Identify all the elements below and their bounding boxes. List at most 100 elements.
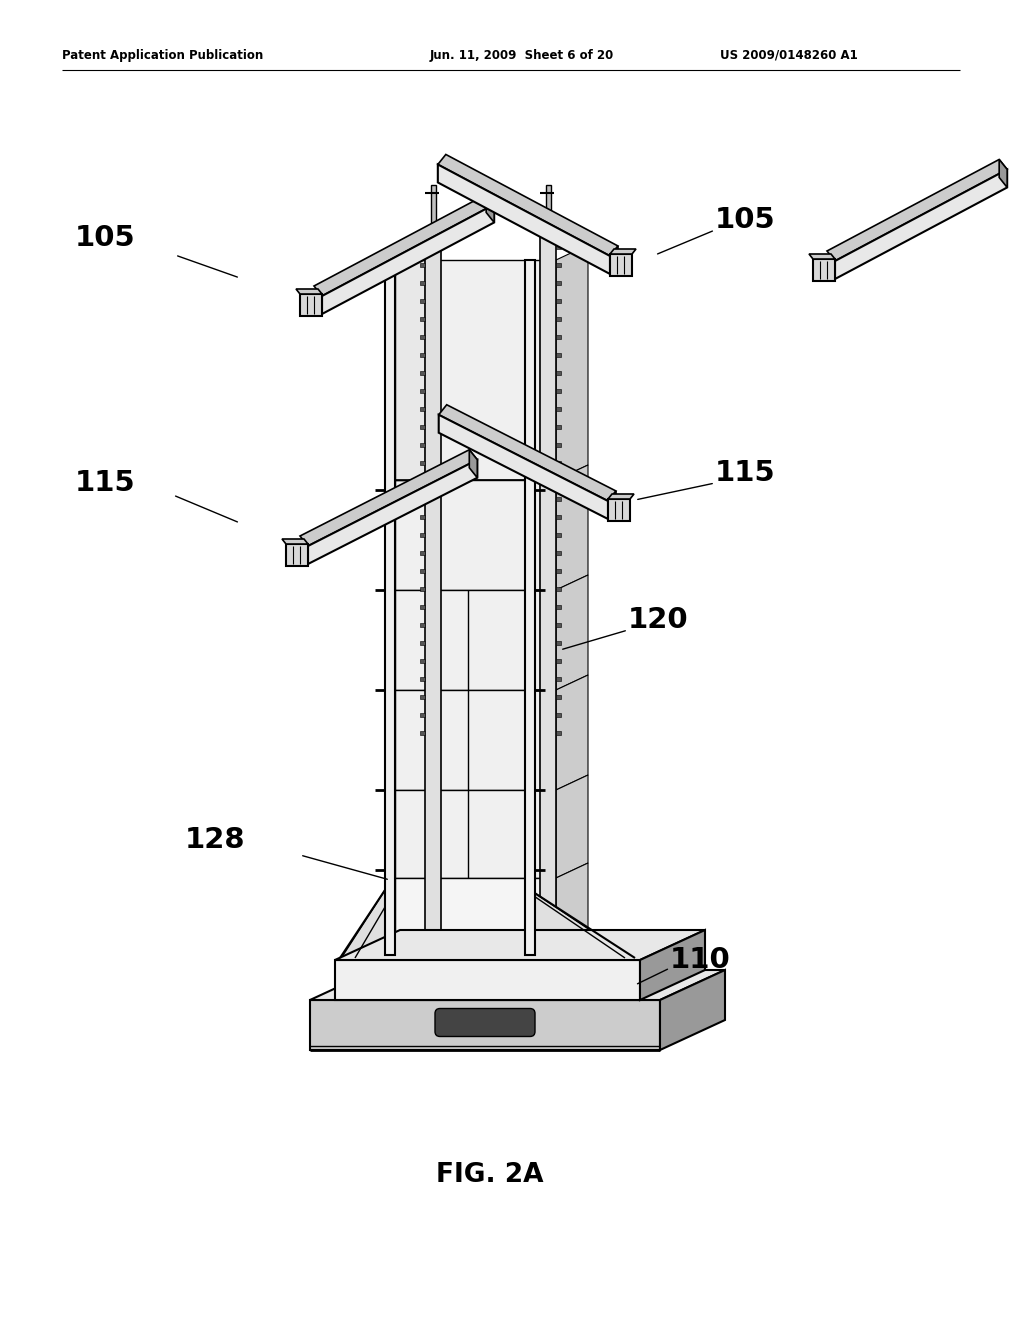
Text: 115: 115 bbox=[75, 469, 135, 498]
Bar bbox=[546, 185, 551, 230]
Polygon shape bbox=[556, 675, 588, 789]
Bar bbox=[420, 352, 425, 356]
Polygon shape bbox=[610, 246, 618, 275]
Polygon shape bbox=[438, 165, 610, 275]
Polygon shape bbox=[322, 205, 495, 314]
Bar bbox=[431, 185, 436, 230]
Bar bbox=[813, 259, 835, 281]
Bar bbox=[420, 533, 425, 537]
Bar bbox=[556, 335, 561, 339]
Polygon shape bbox=[640, 931, 705, 1001]
Polygon shape bbox=[395, 260, 425, 480]
Bar bbox=[556, 605, 561, 609]
Bar bbox=[420, 515, 425, 519]
Bar bbox=[556, 713, 561, 717]
Bar bbox=[420, 713, 425, 717]
Text: 128: 128 bbox=[185, 826, 246, 854]
Bar bbox=[420, 444, 425, 447]
Polygon shape bbox=[438, 154, 618, 256]
Bar bbox=[300, 294, 322, 315]
Text: 105: 105 bbox=[715, 206, 775, 234]
Bar bbox=[556, 444, 561, 447]
Bar bbox=[556, 407, 561, 411]
Bar bbox=[608, 499, 630, 521]
Polygon shape bbox=[556, 863, 588, 954]
Polygon shape bbox=[282, 539, 308, 544]
Polygon shape bbox=[340, 890, 385, 960]
Bar bbox=[540, 230, 556, 954]
Polygon shape bbox=[608, 494, 634, 499]
Bar bbox=[420, 407, 425, 411]
Polygon shape bbox=[556, 775, 588, 878]
Bar bbox=[420, 498, 425, 502]
Polygon shape bbox=[556, 576, 588, 690]
Bar bbox=[556, 587, 561, 591]
Bar bbox=[556, 515, 561, 519]
Polygon shape bbox=[809, 253, 835, 259]
Polygon shape bbox=[395, 878, 556, 954]
Bar bbox=[420, 550, 425, 554]
Bar bbox=[556, 533, 561, 537]
Bar bbox=[556, 389, 561, 393]
Bar bbox=[556, 642, 561, 645]
Bar bbox=[420, 623, 425, 627]
Polygon shape bbox=[610, 249, 636, 253]
Bar bbox=[556, 498, 561, 502]
Bar bbox=[425, 230, 441, 954]
Polygon shape bbox=[335, 960, 640, 1001]
Bar bbox=[286, 544, 308, 566]
Polygon shape bbox=[530, 890, 635, 960]
Bar bbox=[525, 260, 535, 954]
Bar bbox=[420, 605, 425, 609]
Polygon shape bbox=[395, 260, 540, 480]
Bar bbox=[556, 623, 561, 627]
Bar bbox=[420, 317, 425, 321]
Bar bbox=[420, 479, 425, 483]
Bar bbox=[556, 352, 561, 356]
Polygon shape bbox=[827, 160, 1008, 261]
Polygon shape bbox=[395, 480, 540, 590]
Bar bbox=[556, 246, 561, 249]
Polygon shape bbox=[395, 789, 540, 878]
Polygon shape bbox=[310, 970, 725, 1001]
Bar bbox=[420, 587, 425, 591]
Bar bbox=[556, 317, 561, 321]
Bar bbox=[610, 253, 632, 276]
Text: 110: 110 bbox=[670, 946, 731, 974]
Bar bbox=[420, 696, 425, 700]
Bar bbox=[420, 461, 425, 465]
Bar bbox=[420, 335, 425, 339]
Text: US 2009/0148260 A1: US 2009/0148260 A1 bbox=[720, 49, 858, 62]
Text: Jun. 11, 2009  Sheet 6 of 20: Jun. 11, 2009 Sheet 6 of 20 bbox=[430, 49, 614, 62]
Bar bbox=[556, 479, 561, 483]
Polygon shape bbox=[314, 194, 495, 296]
Text: Patent Application Publication: Patent Application Publication bbox=[62, 49, 263, 62]
Polygon shape bbox=[556, 246, 588, 480]
Bar bbox=[556, 461, 561, 465]
Bar bbox=[556, 569, 561, 573]
Bar bbox=[420, 281, 425, 285]
FancyBboxPatch shape bbox=[435, 1008, 535, 1036]
Text: 120: 120 bbox=[628, 606, 688, 634]
Polygon shape bbox=[469, 450, 477, 478]
Bar bbox=[556, 659, 561, 663]
Bar bbox=[556, 371, 561, 375]
Polygon shape bbox=[438, 414, 608, 519]
Bar bbox=[385, 260, 395, 954]
Polygon shape bbox=[556, 465, 588, 590]
Bar bbox=[556, 300, 561, 304]
Bar bbox=[556, 550, 561, 554]
Polygon shape bbox=[660, 970, 725, 1049]
Text: 115: 115 bbox=[715, 459, 775, 487]
Polygon shape bbox=[438, 405, 616, 502]
Bar bbox=[556, 281, 561, 285]
Bar bbox=[556, 425, 561, 429]
Polygon shape bbox=[395, 590, 540, 690]
Polygon shape bbox=[335, 931, 705, 960]
Bar bbox=[420, 371, 425, 375]
Bar bbox=[420, 263, 425, 267]
Polygon shape bbox=[300, 450, 477, 546]
Text: 105: 105 bbox=[75, 224, 135, 252]
Bar bbox=[420, 300, 425, 304]
Bar bbox=[420, 425, 425, 429]
